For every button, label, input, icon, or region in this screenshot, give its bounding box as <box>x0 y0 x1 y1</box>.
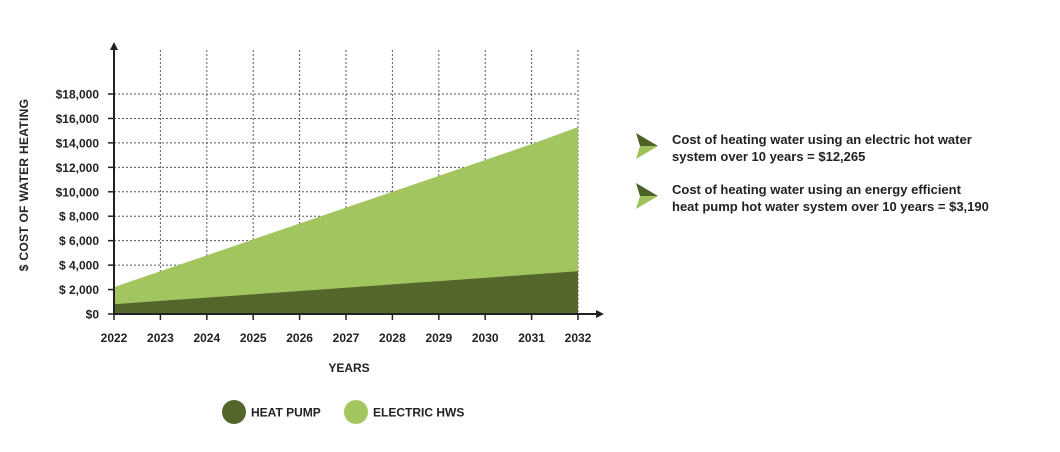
y-tick-label: $ 4,000 <box>59 259 99 273</box>
x-tick-label: 2029 <box>425 331 452 345</box>
note-heat-pump-line2: heat pump hot water system over 10 years… <box>672 199 989 214</box>
x-axis-arrow <box>596 310 604 318</box>
x-tick-label: 2022 <box>101 331 128 345</box>
y-tick-label: $ 2,000 <box>59 283 99 297</box>
y-tick-label: $12,000 <box>56 161 100 175</box>
triangle-bullet-icon <box>636 183 658 209</box>
legend: HEAT PUMP ELECTRIC HWS <box>222 400 464 424</box>
x-tick-label: 2028 <box>379 331 406 345</box>
bullet-dark-face <box>636 133 658 146</box>
x-tick-label: 2025 <box>240 331 267 345</box>
bullet-dark-face <box>636 183 658 196</box>
bullet-light-face <box>636 146 658 159</box>
note-electric: Cost of heating water using an electric … <box>636 131 1032 165</box>
y-axis-arrow <box>110 42 118 50</box>
y-axis-title: $ COST OF WATER HEATING <box>17 99 31 271</box>
y-tick-label: $14,000 <box>56 136 100 150</box>
legend-label-electric-hws: ELECTRIC HWS <box>373 406 464 420</box>
note-electric-line2: system over 10 years = $12,265 <box>672 149 866 164</box>
y-tick-label: $ 6,000 <box>59 234 99 248</box>
note-electric-line1: Cost of heating water using an electric … <box>672 132 972 147</box>
x-tick-label: 2032 <box>565 331 592 345</box>
area-heat-pump <box>114 271 578 314</box>
legend-label-heat-pump: HEAT PUMP <box>251 406 321 420</box>
x-tick-label: 2023 <box>147 331 174 345</box>
legend-swatch-electric-hws <box>344 400 368 424</box>
triangle-bullet-icon <box>636 133 658 159</box>
x-tick-label: 2024 <box>193 331 220 345</box>
x-tick-label: 2030 <box>472 331 499 345</box>
legend-swatch-heat-pump <box>222 400 246 424</box>
tick-layer: $0 $ 2,000 $ 4,000 $ 6,000 $ 8,000 $10,000 $12… <box>56 88 592 346</box>
cost-chart: $0 $ 2,000 $ 4,000 $ 6,000 $ 8,000 $10,000 $12… <box>17 42 604 424</box>
y-tick-label: $18,000 <box>56 88 100 102</box>
chart-svg: $0 $ 2,000 $ 4,000 $ 6,000 $ 8,000 $10,000 $12… <box>17 42 604 424</box>
note-heat-pump-line1: Cost of heating water using an energy ef… <box>672 182 961 197</box>
y-tick-label: $10,000 <box>56 185 100 199</box>
note-electric-text: Cost of heating water using an electric … <box>672 131 1032 165</box>
bullet-light-face <box>636 196 658 209</box>
x-tick-label: 2027 <box>333 331 360 345</box>
x-axis-title: YEARS <box>328 361 369 375</box>
note-heat-pump: Cost of heating water using an energy ef… <box>636 181 1032 215</box>
y-tick-label: $ 8,000 <box>59 210 99 224</box>
note-heat-pump-text: Cost of heating water using an energy ef… <box>672 181 1032 215</box>
area-layer <box>114 127 578 314</box>
y-tick-label: $16,000 <box>56 112 100 126</box>
y-tick-label: $0 <box>86 308 100 322</box>
area-electric-hws <box>114 127 578 314</box>
x-tick-label: 2026 <box>286 331 313 345</box>
x-tick-label: 2031 <box>518 331 545 345</box>
